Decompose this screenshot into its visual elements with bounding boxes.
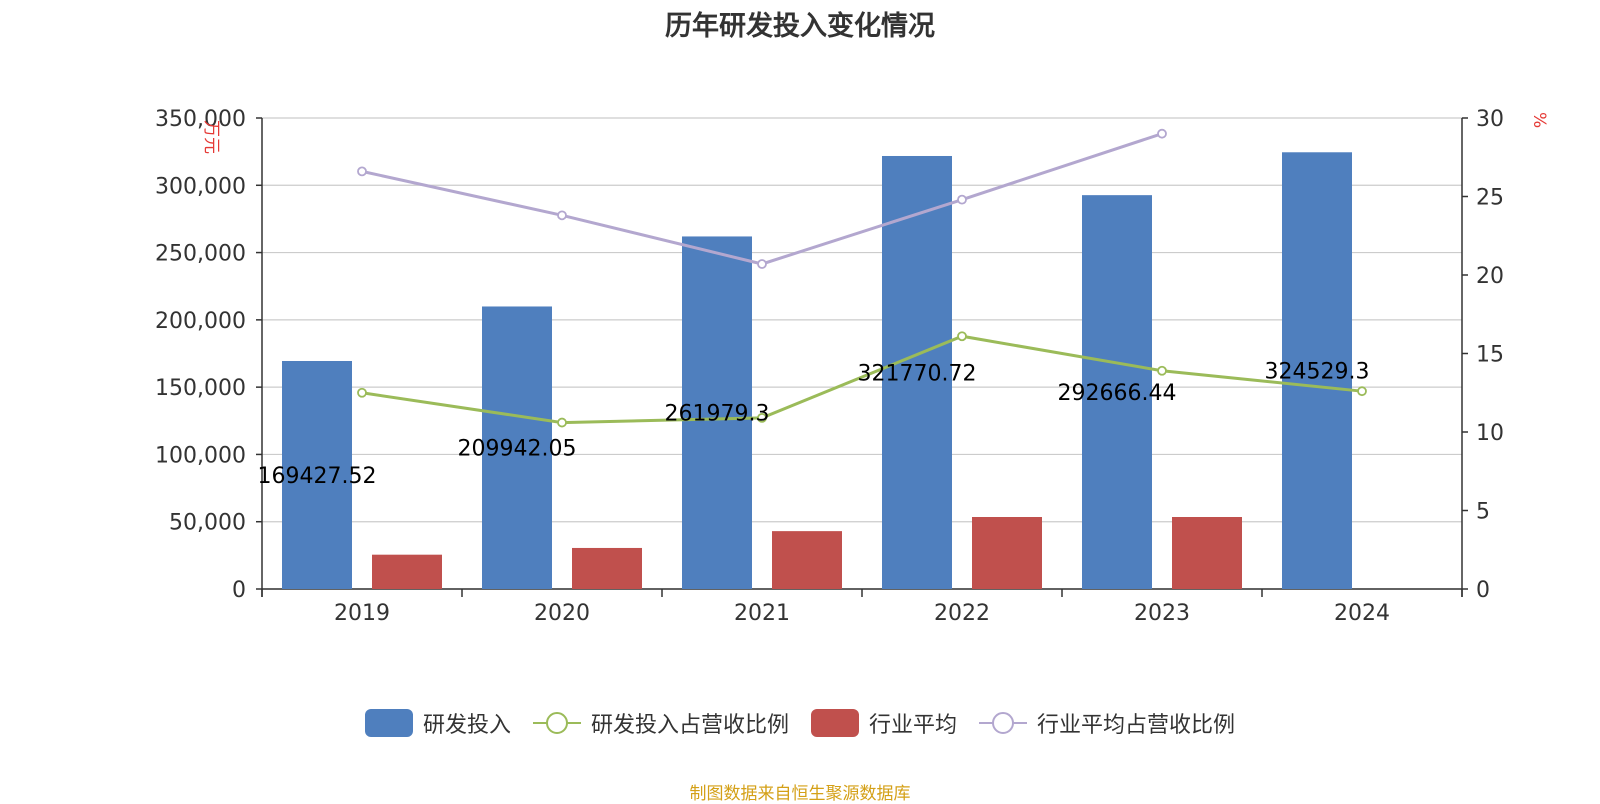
legend-item[interactable]: 研发投入 xyxy=(364,707,511,739)
x-tick-label: 2023 xyxy=(1134,601,1190,626)
bar-data-label: 169427.52 xyxy=(258,464,377,489)
x-tick-label: 2019 xyxy=(334,601,390,626)
point-industry-ratio xyxy=(557,210,567,221)
y-right-tick-label: 20 xyxy=(1476,264,1504,289)
y-left-tick-label: 150,000 xyxy=(155,376,246,401)
y-left-tick-label: 350,000 xyxy=(155,107,246,132)
point-rd-ratio xyxy=(1357,386,1367,397)
x-tick-label: 2020 xyxy=(534,601,590,626)
bar-rd-investment xyxy=(282,360,352,589)
point-industry-ratio xyxy=(1157,128,1167,139)
y-right-tick-label: 25 xyxy=(1476,186,1504,211)
y-right-tick-label: 5 xyxy=(1476,500,1490,525)
legend-line-marker-icon xyxy=(979,712,1028,734)
y-left-tick-label: 50,000 xyxy=(169,511,246,536)
bar-data-label: 261979.3 xyxy=(665,402,770,427)
bar-rd-investment xyxy=(1082,195,1152,589)
legend-item[interactable]: 研发投入占营收比例 xyxy=(532,707,789,739)
legend-item[interactable]: 行业平均占营收比例 xyxy=(979,707,1235,739)
x-tick-label: 2021 xyxy=(734,601,790,626)
legend-line-marker-icon xyxy=(532,712,581,734)
chart-title: 历年研发投入变化情况 xyxy=(665,11,935,42)
bar-industry-average xyxy=(372,554,442,589)
bar-rd-investment xyxy=(1282,152,1352,589)
y-right-tick-label: 15 xyxy=(1476,343,1504,368)
line-industry-ratio xyxy=(361,132,1163,266)
point-industry-ratio xyxy=(757,259,767,269)
bar-industry-average xyxy=(1172,517,1242,589)
point-rd-ratio xyxy=(757,412,767,423)
legend-item[interactable]: 行业平均 xyxy=(811,707,957,739)
y-left-tick-label: 100,000 xyxy=(155,443,246,468)
y-right-axis-label: % xyxy=(1529,112,1549,128)
y-right-tick-label: 10 xyxy=(1476,421,1504,446)
point-rd-ratio xyxy=(357,387,367,398)
source-note: 制图数据来自恒生聚源数据库 xyxy=(689,784,911,804)
y-left-tick-label: 250,000 xyxy=(155,242,246,267)
legend-item-label: 行业平均 xyxy=(869,713,958,738)
point-industry-ratio xyxy=(357,166,367,177)
y-right-tick-label: 30 xyxy=(1476,107,1504,132)
legend-item-label: 研发投入占营收比例 xyxy=(590,713,789,738)
point-rd-ratio xyxy=(557,417,567,428)
y-left-tick-label: 200,000 xyxy=(155,309,246,334)
bar-rd-investment xyxy=(682,236,752,589)
legend-item-label: 行业平均占营收比例 xyxy=(1037,713,1236,738)
y-right-tick-label: 0 xyxy=(1476,578,1490,603)
bar-rd-investment xyxy=(482,306,552,589)
legend: 研发投入 研发投入占营收比例 行业平均 行业平均占营收比例 xyxy=(0,705,1600,741)
bar-industry-average xyxy=(772,531,842,589)
x-tick-label: 2022 xyxy=(934,601,990,626)
y-left-tick-label: 0 xyxy=(232,578,246,603)
point-rd-ratio xyxy=(957,331,967,342)
point-industry-ratio xyxy=(957,194,967,205)
x-tick-label: 2024 xyxy=(1334,601,1390,626)
chart-plot: 0 50,000 100,000 150,000 200,000 250,000 300,0… xyxy=(155,107,1549,626)
bar-data-label: 321770.72 xyxy=(858,361,977,386)
bar-industry-average xyxy=(972,517,1042,589)
bar-data-label: 292666.44 xyxy=(1058,381,1177,406)
bar-data-label: 209942.05 xyxy=(458,437,577,462)
legend-bar-swatch-icon xyxy=(364,709,413,737)
point-rd-ratio xyxy=(1157,365,1167,376)
bar-data-label: 324529.3 xyxy=(1265,360,1370,385)
y-left-tick-label: 300,000 xyxy=(155,174,246,199)
y-left-axis-label: 万元 xyxy=(201,120,221,154)
bar-rd-investment xyxy=(882,155,952,590)
line-rd-ratio xyxy=(361,334,1363,425)
legend-bar-swatch-icon xyxy=(811,709,859,737)
bar-industry-average xyxy=(572,547,642,589)
legend-item-label: 研发投入 xyxy=(422,713,511,738)
